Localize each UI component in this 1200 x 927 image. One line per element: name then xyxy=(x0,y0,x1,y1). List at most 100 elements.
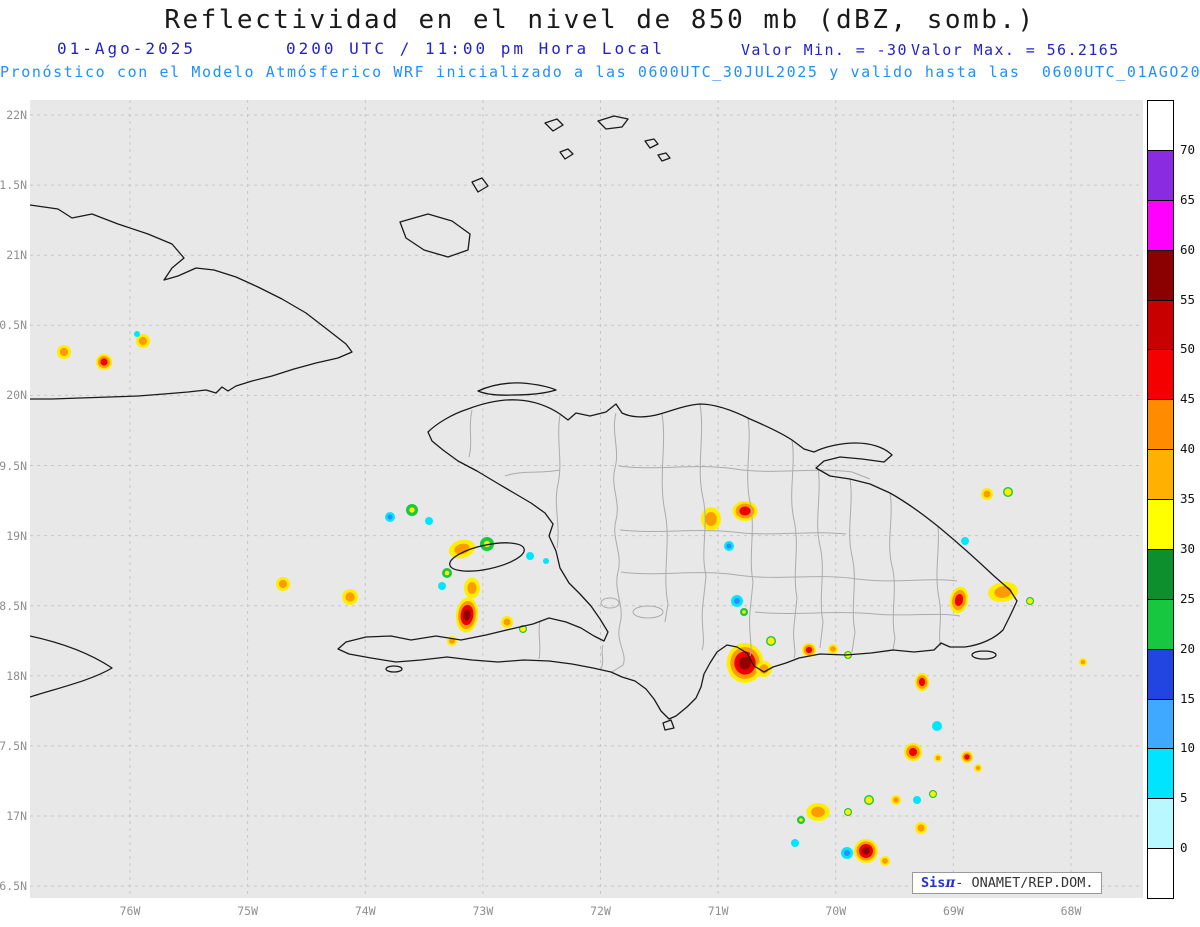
radar-echo xyxy=(425,517,433,525)
colorbar-tick-label: 65 xyxy=(1180,191,1196,207)
colorbar-tick-label: 70 xyxy=(1180,141,1196,157)
colorbar-tick-label: 0 xyxy=(1180,840,1188,856)
lat-tick-label: 8.5N xyxy=(0,598,27,613)
lat-tick-label: 1.5N xyxy=(0,178,27,193)
radar-echo xyxy=(844,808,852,816)
lat-tick-label: 19N xyxy=(6,528,27,543)
valid-time: 0200 UTC / 11:00 pm Hora Local xyxy=(286,39,665,58)
radar-echo xyxy=(501,616,513,628)
radar-echo xyxy=(766,636,776,646)
lat-tick-label: 20N xyxy=(6,388,27,403)
lat-tick-label: 18N xyxy=(6,668,27,683)
caicos-island-1 xyxy=(544,118,564,132)
lon-tick-label: 70W xyxy=(825,904,847,918)
radar-echo xyxy=(864,795,874,805)
radar-echo xyxy=(932,721,942,731)
radar-echo xyxy=(480,537,494,551)
colorbar-tick-label: 35 xyxy=(1180,491,1196,506)
lon-tick-label: 72W xyxy=(590,904,611,918)
coastlines xyxy=(30,115,1018,731)
lat-tick-label: 21N xyxy=(6,248,27,263)
lon-tick-label: 76W xyxy=(119,904,141,918)
colorbar-tick-label: 5 xyxy=(1180,790,1188,806)
lon-tick-label: 69W xyxy=(942,904,964,918)
lat-tick-label: 9.5N xyxy=(0,458,27,473)
jamaica-coastline xyxy=(30,635,113,698)
lat-tick-label: 17N xyxy=(6,809,27,823)
colorbar-cell xyxy=(1147,499,1174,550)
radar-echo xyxy=(464,577,480,599)
lon-tick-label: 71W xyxy=(707,904,729,918)
radar-echo xyxy=(543,558,549,564)
colorbar-tick-label: 10 xyxy=(1180,740,1196,756)
run-date: 01-Ago-2025 xyxy=(57,39,196,58)
radar-echo xyxy=(1026,597,1034,605)
lon-tick-label: 74W xyxy=(354,904,376,918)
tortuga-island xyxy=(477,382,557,396)
radar-echo xyxy=(438,582,446,590)
radar-echo xyxy=(724,541,734,551)
colorbar-cell xyxy=(1147,798,1174,850)
caicos-island-3 xyxy=(597,115,629,130)
radar-echo xyxy=(797,816,805,824)
radar-echo xyxy=(915,672,929,692)
radar-echo xyxy=(732,501,758,521)
radar-echo xyxy=(828,644,838,654)
radar-echo xyxy=(791,839,799,847)
colorbar-tick-label: 20 xyxy=(1180,640,1196,656)
radar-echo xyxy=(904,743,922,761)
radar-echo xyxy=(974,764,982,772)
radar-echo xyxy=(276,577,290,591)
colorbar-cell xyxy=(1147,698,1174,750)
colorbar-tick-label: 50 xyxy=(1180,341,1196,357)
little-inagua-island xyxy=(471,177,489,193)
colorbar-tick-label: 55 xyxy=(1180,291,1196,307)
colorbar-tick-label: 30 xyxy=(1180,540,1196,556)
radar-echo xyxy=(988,581,1018,603)
brand-suffix: - ONAMET/REP.DOM. xyxy=(955,875,1094,891)
turks-island-1 xyxy=(644,138,659,149)
radar-echo xyxy=(136,334,150,348)
radar-echo xyxy=(96,354,112,370)
radar-echo xyxy=(841,847,853,859)
radar-echo xyxy=(519,625,527,633)
colorbar-cell xyxy=(1147,100,1174,151)
caicos-island-2 xyxy=(559,148,574,160)
radar-echo xyxy=(802,643,816,657)
valor-max: Valor Max. = 56.2165 xyxy=(911,41,1120,59)
lon-tick-label: 75W xyxy=(237,904,259,918)
hispaniola-coastline xyxy=(337,399,1018,720)
radar-echo xyxy=(929,790,937,798)
radar-echo xyxy=(448,539,476,559)
colorbar-cell xyxy=(1147,848,1174,899)
radar-echo xyxy=(731,595,743,607)
cuba-coastline xyxy=(30,204,353,400)
radar-echo xyxy=(949,586,969,614)
radar-echo xyxy=(854,839,878,863)
radar-echo xyxy=(961,537,969,545)
radar-echo xyxy=(880,856,890,866)
gonave-island xyxy=(449,542,525,572)
map-background xyxy=(30,100,1143,898)
radar-echo xyxy=(57,345,71,359)
colorbar xyxy=(1147,100,1174,899)
radar-echo xyxy=(701,507,721,531)
colorbar-cell xyxy=(1147,648,1174,700)
radar-echo xyxy=(1003,487,1013,497)
colorbar-tick-label: 15 xyxy=(1180,690,1196,706)
lon-tick-label: 73W xyxy=(472,904,494,918)
chart-title: Reflectividad en el nivel de 850 mb (dBZ… xyxy=(164,5,1036,35)
colorbar-tick-label: 60 xyxy=(1180,241,1196,257)
radar-echo xyxy=(934,754,942,762)
lake-saumatre xyxy=(600,597,620,609)
colorbar-cell xyxy=(1147,598,1174,650)
valor-min: Valor Min. = -30 xyxy=(741,41,908,59)
radar-echo xyxy=(740,608,748,616)
colorbar-cell xyxy=(1147,249,1174,301)
lon-tick-label: 68W xyxy=(1060,904,1082,918)
radar-echo xyxy=(134,331,140,337)
radar-echo xyxy=(442,568,452,578)
branding-box: Sisπ- ONAMET/REP.DOM. xyxy=(912,872,1103,894)
forecast-note: Pronóstico con el Modelo Atmósferico WRF… xyxy=(0,63,1200,81)
